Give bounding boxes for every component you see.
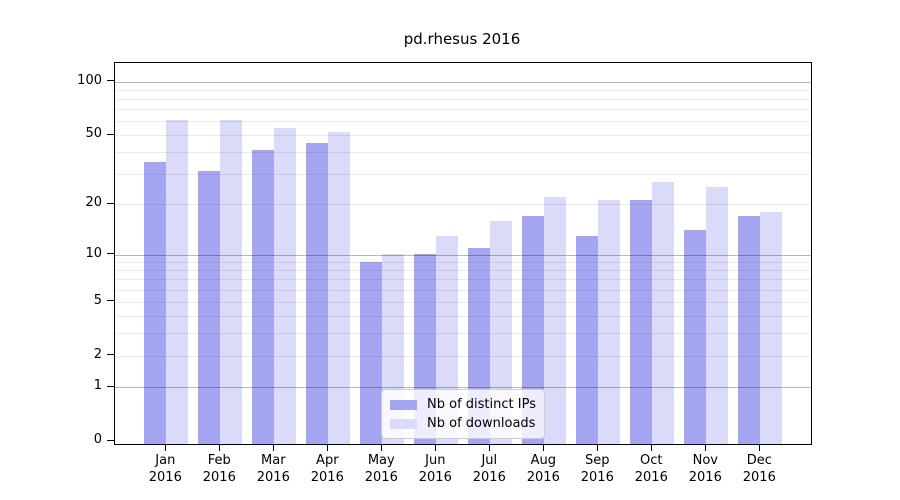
bar-downloads-oct xyxy=(652,181,675,444)
bar-distinct-ips-jan xyxy=(144,162,167,444)
x-tick-year: 2016 xyxy=(634,470,668,485)
x-tick-year: 2016 xyxy=(364,470,398,485)
x-tick-label-oct: Oct 2016 xyxy=(621,452,681,486)
x-tick-year: 2016 xyxy=(688,470,722,485)
y-tick-mark-50 xyxy=(107,133,114,135)
y-tick-label-50: 50 xyxy=(85,126,102,141)
bar-downloads-apr xyxy=(328,131,351,444)
legend-label-downloads: Nb of downloads xyxy=(427,416,536,431)
x-tick-year: 2016 xyxy=(526,470,560,485)
y-tick-mark-0 xyxy=(107,439,114,441)
x-tick-month: Aug xyxy=(530,453,556,468)
bar-distinct-ips-may xyxy=(360,261,383,444)
y-tick-label-100: 100 xyxy=(77,72,102,88)
x-tick-label-mar: Mar 2016 xyxy=(243,452,303,486)
legend-swatch-distinct-ips xyxy=(390,399,418,410)
x-tick-mark-jul xyxy=(488,444,490,451)
chart-title: pd.rhesus 2016 xyxy=(403,30,521,48)
x-tick-mark-may xyxy=(380,444,382,451)
legend-item-distinct-ips: Nb of distinct IPs xyxy=(390,395,536,414)
legend-item-downloads: Nb of downloads xyxy=(390,414,536,433)
x-tick-label-may: May 2016 xyxy=(351,452,411,486)
x-tick-month: Dec xyxy=(746,453,772,468)
x-tick-year: 2016 xyxy=(472,470,506,485)
x-tick-mark-dec xyxy=(758,444,760,451)
x-tick-month: Jul xyxy=(481,453,498,468)
bar-downloads-jul xyxy=(490,220,513,444)
x-tick-mark-jun xyxy=(434,444,436,451)
x-tick-mark-apr xyxy=(326,444,328,451)
bar-distinct-ips-nov xyxy=(684,230,707,444)
x-tick-year: 2016 xyxy=(256,470,290,485)
y-tick-mark-100 xyxy=(107,80,114,82)
x-tick-mark-jan xyxy=(164,444,166,451)
x-tick-year: 2016 xyxy=(742,470,776,485)
x-tick-month: Oct xyxy=(640,453,663,468)
x-tick-month: Mar xyxy=(261,453,286,468)
bar-downloads-sep xyxy=(598,200,621,444)
bar-distinct-ips-oct xyxy=(630,200,653,444)
y-tick-mark-5 xyxy=(107,300,114,302)
y-tick-label-5: 5 xyxy=(93,292,102,308)
legend-swatch-downloads xyxy=(390,418,418,429)
x-tick-mark-feb xyxy=(218,444,220,451)
x-tick-label-dec: Dec 2016 xyxy=(729,452,789,486)
bar-downloads-aug xyxy=(544,197,567,444)
x-tick-year: 2016 xyxy=(310,470,344,485)
x-tick-label-jan: Jan 2016 xyxy=(135,452,195,486)
y-tick-mark-10 xyxy=(107,253,114,254)
x-tick-month: Nov xyxy=(692,453,718,468)
x-tick-label-feb: Feb 2016 xyxy=(189,452,249,486)
x-tick-year: 2016 xyxy=(202,470,236,485)
legend: Nb of distinct IPs Nb of downloads xyxy=(381,389,545,439)
plot-area: Nb of distinct IPs Nb of downloads xyxy=(114,62,812,445)
y-tick-label-0: 0 xyxy=(93,432,102,448)
x-tick-month: Feb xyxy=(207,453,231,468)
y-gridline-minor-80 xyxy=(115,98,811,100)
x-tick-label-jul: Jul 2016 xyxy=(459,452,519,486)
y-gridline-major-100 xyxy=(115,81,811,83)
x-tick-month: Jan xyxy=(155,453,176,468)
bar-distinct-ips-dec xyxy=(738,216,761,444)
bar-distinct-ips-aug xyxy=(522,216,545,444)
x-tick-year: 2016 xyxy=(418,470,452,485)
x-tick-mark-oct xyxy=(650,444,652,451)
x-tick-label-apr: Apr 2016 xyxy=(297,452,357,486)
x-tick-year: 2016 xyxy=(580,470,614,485)
x-tick-month: Apr xyxy=(316,453,339,468)
y-tick-label-2: 2 xyxy=(93,346,102,362)
bar-distinct-ips-apr xyxy=(306,143,329,444)
bar-distinct-ips-feb xyxy=(198,171,221,444)
y-gridline-minor-90 xyxy=(115,89,811,91)
y-tick-mark-2 xyxy=(107,354,114,356)
x-tick-label-sep: Sep 2016 xyxy=(567,452,627,486)
bar-distinct-ips-sep xyxy=(576,235,599,444)
x-tick-month: Jun xyxy=(425,453,446,468)
bar-downloads-dec xyxy=(760,211,783,444)
bar-downloads-feb xyxy=(220,119,243,444)
y-tick-label-10: 10 xyxy=(85,245,102,261)
y-gridline-minor-70 xyxy=(115,109,811,111)
x-tick-label-aug: Aug 2016 xyxy=(513,452,573,486)
x-tick-mark-sep xyxy=(596,444,598,451)
y-tick-label-1: 1 xyxy=(93,378,102,394)
y-tick-label-20: 20 xyxy=(85,195,102,211)
x-tick-month: May xyxy=(367,453,395,468)
bar-distinct-ips-mar xyxy=(252,150,275,444)
legend-label-distinct-ips: Nb of distinct IPs xyxy=(427,397,536,412)
bar-downloads-nov xyxy=(706,187,729,444)
x-tick-month: Sep xyxy=(585,453,610,468)
x-tick-label-jun: Jun 2016 xyxy=(405,452,465,486)
x-tick-mark-mar xyxy=(272,444,274,451)
x-tick-label-nov: Nov 2016 xyxy=(675,452,735,486)
y-tick-mark-20 xyxy=(107,202,114,204)
x-tick-mark-nov xyxy=(704,444,706,451)
bar-downloads-mar xyxy=(274,127,297,444)
y-tick-mark-1 xyxy=(107,385,114,387)
x-tick-year: 2016 xyxy=(148,470,182,485)
bar-downloads-jan xyxy=(166,119,189,444)
x-tick-mark-aug xyxy=(542,444,544,451)
